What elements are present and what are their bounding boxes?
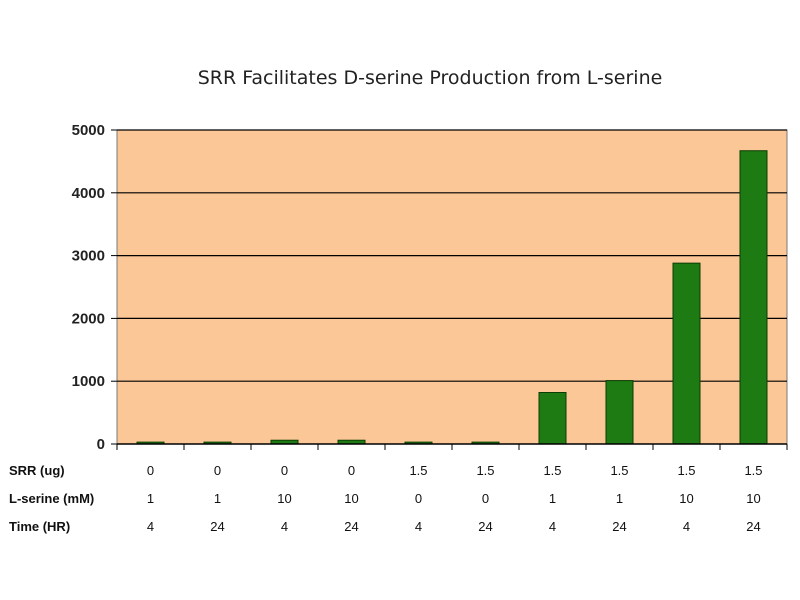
bar (739, 150, 768, 445)
table-cell: 1.5 (610, 463, 628, 478)
table-row-label: L-serine (mM) (9, 491, 94, 506)
table-cell: 10 (277, 491, 291, 506)
table-cell: 1.5 (744, 463, 762, 478)
table-cell: 1.5 (677, 463, 695, 478)
condition-table: SRR (ug) 0 0 0 0 1.5 1.5 1.5 1.5 1.5 1.5 L-serine (… (9, 463, 763, 534)
table-cell: 24 (210, 519, 224, 534)
y-tick-label: 1000 (72, 373, 105, 390)
table-cell: 1.5 (543, 463, 561, 478)
y-axis-ticks: 0 1000 2000 3000 4000 5000 (72, 122, 117, 453)
table-cell: 0 (482, 491, 489, 506)
table-cell: 4 (281, 519, 288, 534)
table-cell: 0 (348, 463, 355, 478)
table-cell: 4 (549, 519, 556, 534)
table-cell: 24 (746, 519, 760, 534)
bar (605, 380, 634, 445)
table-cell: 4 (683, 519, 690, 534)
bar (538, 392, 567, 445)
x-axis-tick-marks (116, 444, 788, 450)
table-cell: 1.5 (409, 463, 427, 478)
table-row-label: Time (HR) (9, 519, 70, 534)
y-tick-label: 0 (97, 436, 105, 453)
table-cell: 24 (612, 519, 626, 534)
table-cell: 1 (549, 491, 556, 506)
table-cell: 10 (344, 491, 358, 506)
table-cell: 1 (616, 491, 623, 506)
table-cell: 10 (746, 491, 760, 506)
y-tick-label: 3000 (72, 248, 105, 265)
y-tick-label: 5000 (72, 122, 105, 139)
bar (672, 262, 701, 445)
table-row-label: SRR (ug) (9, 463, 65, 478)
chart-title: SRR Facilitates D-serine Production from… (198, 67, 663, 89)
y-tick-label: 2000 (72, 310, 105, 327)
table-cell: 4 (147, 519, 154, 534)
table-cell: 24 (344, 519, 358, 534)
table-cell: 4 (415, 519, 422, 534)
table-cell: 10 (679, 491, 693, 506)
table-cell: 0 (147, 463, 154, 478)
table-cell: 1 (147, 491, 154, 506)
table-cell: 24 (478, 519, 492, 534)
bars (136, 150, 768, 445)
table-cell: 0 (415, 491, 422, 506)
table-cell: 1.5 (476, 463, 494, 478)
table-cell: 0 (281, 463, 288, 478)
table-cell: 0 (214, 463, 221, 478)
table-cell: 1 (214, 491, 221, 506)
y-tick-label: 4000 (72, 185, 105, 202)
